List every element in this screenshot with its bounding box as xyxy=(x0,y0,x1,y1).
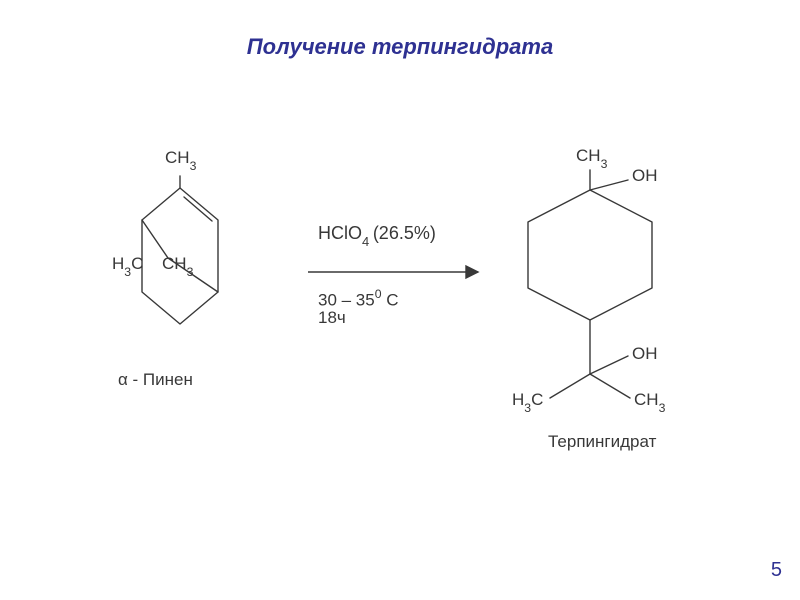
reaction-arrow xyxy=(300,252,500,292)
slide-title-text: Получение терпингидрата xyxy=(247,34,553,59)
reactant-ch3-top: CH3 xyxy=(165,148,196,170)
reactant-ch3-b: CH3 xyxy=(162,254,193,276)
product-oh-bottom: OH xyxy=(632,344,658,364)
product-ch3-top: CH3 xyxy=(576,146,607,168)
page-number: 5 xyxy=(771,559,782,582)
product-name: Терпингидрат xyxy=(548,432,656,452)
reactant-name: α - Пинен xyxy=(118,370,193,390)
product-structure xyxy=(510,160,730,460)
product-ch3-b: CH3 xyxy=(634,390,665,412)
reagent-label: HClO4 (26.5%) xyxy=(318,223,436,247)
reactant-h3c: H3C xyxy=(112,254,143,276)
product-oh-top: OH xyxy=(632,166,658,186)
cond-time: 18ч xyxy=(318,308,346,328)
slide-title: Получение терпингидрата xyxy=(0,34,800,60)
product-h3c: H3C xyxy=(512,390,543,412)
